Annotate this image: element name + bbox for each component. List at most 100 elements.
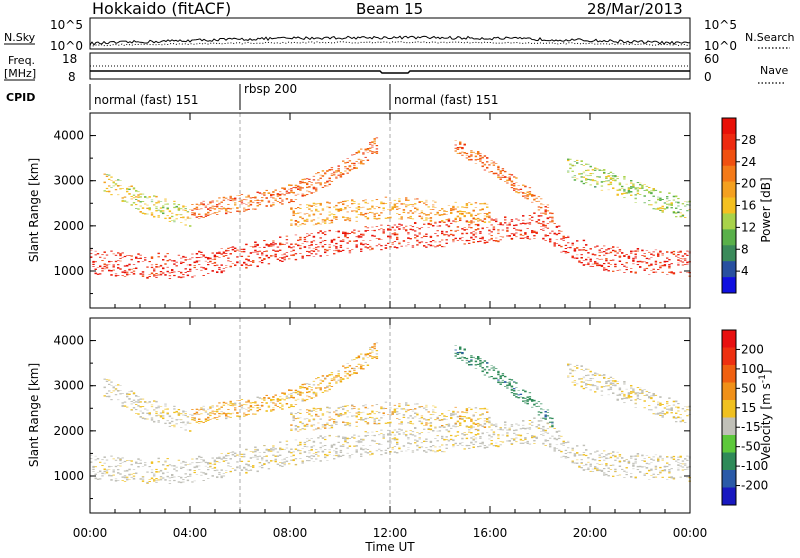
echo-cell [317,416,319,417]
echo-cell [520,234,522,236]
echo-cell [254,401,256,402]
echo-cell [371,350,373,351]
echo-cell [198,410,200,411]
echo-cell [682,215,684,217]
echo-cell [266,251,268,252]
echo-cell [452,235,454,236]
echo-cell [149,479,151,480]
echo-cell [261,465,263,466]
echo-cell [313,408,315,410]
echo-cell [446,243,448,244]
echo-cell [254,402,256,403]
echo-cell [302,461,304,462]
echo-cell [367,452,369,453]
echo-cell [628,191,630,193]
echo-cell [297,393,299,394]
echo-cell [513,185,515,187]
echo-cell [142,479,144,480]
echo-cell [425,202,427,203]
echo-cell [536,403,538,404]
echo-cell [365,151,367,152]
echo-cell [356,441,358,442]
echo-cell [619,454,621,455]
echo-cell [545,430,547,431]
echo-cell [470,442,472,444]
echo-cell [677,198,679,199]
echo-cell [191,254,193,255]
echo-cell [662,206,664,207]
echo-cell [146,472,148,473]
echo-cell [538,196,540,197]
colorbar-swatch [722,245,736,261]
echo-cell [191,417,193,418]
echo-cell [365,202,367,204]
echo-cell [158,275,160,276]
echo-cell [473,222,475,223]
echo-cell [326,250,328,252]
echo-cell [479,153,481,154]
echo-cell [668,259,670,260]
echo-cell [281,392,283,393]
echo-cell [140,258,142,259]
echo-cell [335,375,337,376]
echo-cell [394,435,396,436]
echo-cell [522,420,524,422]
echo-cell [668,267,670,268]
echo-cell [421,217,423,218]
echo-cell [412,450,414,451]
echo-cell [464,211,466,212]
echo-cell [547,440,549,441]
echo-cell [509,179,511,181]
echo-cell [297,188,299,189]
echo-cell [396,247,398,248]
echo-cell [227,204,229,205]
echo-cell [250,265,252,266]
echo-cell [137,396,139,397]
echo-cell [403,209,405,211]
echo-cell [207,212,209,213]
echo-cell [466,205,468,207]
echo-cell [117,267,119,269]
echo-cell [290,452,292,453]
echo-cell [603,246,605,247]
echo-cell [313,241,315,242]
echo-cell [182,411,184,413]
echo-cell [306,392,308,393]
echo-cell [500,429,502,430]
echo-cell [286,403,288,404]
echo-cell [299,188,301,189]
echo-cell [135,204,137,205]
echo-cell [124,256,126,257]
echo-cell [178,481,180,482]
echo-cell [425,234,427,235]
echo-cell [187,416,189,417]
echo-cell [540,223,542,224]
echo-cell [466,358,468,359]
echo-cell [608,475,610,476]
echo-cell [407,439,409,440]
echo-cell [549,426,551,427]
echo-cell [488,377,490,378]
echo-cell [173,272,175,273]
echo-cell [299,237,301,239]
echo-cell [216,457,218,459]
echo-cell [137,200,139,202]
echo-cell [324,240,326,241]
echo-cell [299,239,301,240]
echo-cell [365,226,367,227]
echo-cell [113,266,115,267]
echo-cell [601,186,603,187]
echo-cell [538,223,540,224]
echo-cell [495,173,497,174]
echo-cell [477,214,479,215]
echo-cell [599,457,601,458]
echo-cell [511,390,513,391]
echo-cell [641,185,643,187]
echo-cell [212,208,214,209]
echo-cell [677,457,679,458]
echo-cell [257,254,259,255]
echo-cell [158,267,160,268]
echo-cell [632,464,634,465]
echo-cell [443,439,445,441]
echo-cell [299,253,301,254]
